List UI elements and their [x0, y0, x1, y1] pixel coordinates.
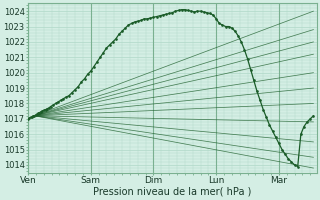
X-axis label: Pression niveau de la mer( hPa ): Pression niveau de la mer( hPa ) [93, 187, 252, 197]
